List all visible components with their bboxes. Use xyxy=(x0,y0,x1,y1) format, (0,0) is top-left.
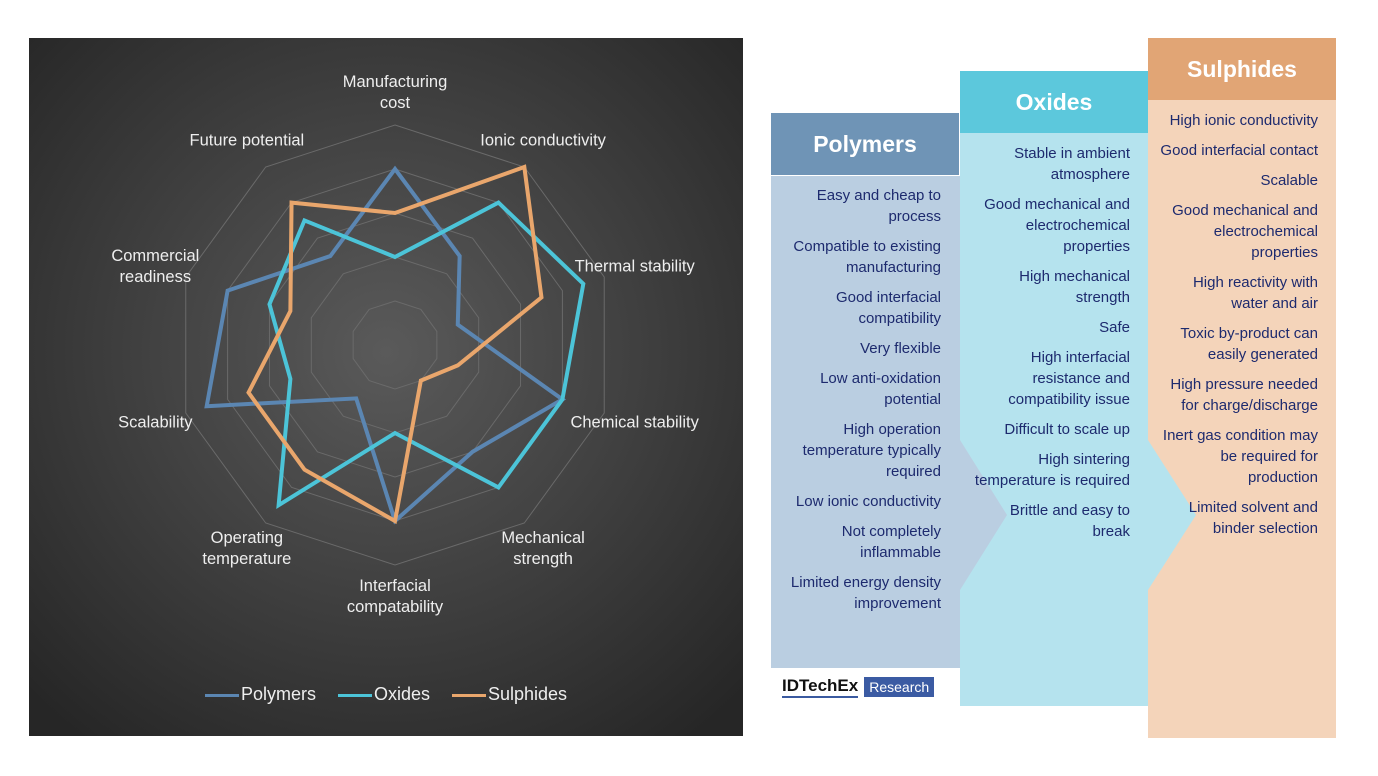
series-line xyxy=(246,164,544,525)
legend-swatch xyxy=(451,693,486,697)
column-item: Limited energy density improvement xyxy=(790,574,941,612)
column-item: High sintering temperature is required xyxy=(974,451,1130,489)
item-list: Stable in ambient atmosphere Good mechani… xyxy=(960,133,1148,542)
column: Sulphides High ionic conductivity Good in… xyxy=(1148,38,1336,548)
item-list: Easy and cheap to process Compatible to e… xyxy=(771,175,959,614)
column-item: Limited solvent and binder selection xyxy=(1188,499,1318,537)
grid-ring xyxy=(185,124,605,566)
column-item: High pressure needed for charge/discharg… xyxy=(1170,376,1318,414)
grid-ring xyxy=(268,212,522,478)
column-item: Scalable xyxy=(1260,172,1318,189)
axis-label: Scalability xyxy=(118,413,193,432)
column-body xyxy=(960,133,1196,706)
column-item: Easy and cheap to process xyxy=(816,187,941,225)
axis-label: Operating temperature xyxy=(202,528,292,568)
axis-label: Chemical stability xyxy=(570,413,699,432)
column-item: Compatible to existing manufacturing xyxy=(793,238,941,276)
logo: IDTechEx Research xyxy=(782,676,935,698)
column-title: Sulphides xyxy=(1148,38,1336,100)
legend-label: Polymers xyxy=(240,684,316,704)
column-item: High interfacial resistance and compatib… xyxy=(1008,349,1130,408)
legend: Polymers Oxides Sulphides xyxy=(29,684,743,705)
logo-brand: IDTechEx xyxy=(782,676,859,698)
axis-label: Manufacturing cost xyxy=(342,73,448,112)
column-item: Toxic by-product can easily generated xyxy=(1180,325,1318,363)
legend-label: Oxides xyxy=(373,684,430,704)
column-item: Not completely inflammable xyxy=(841,523,941,561)
column-item: Good mechanical and electrochemical prop… xyxy=(1172,202,1318,261)
axis-label: Commercial readiness xyxy=(111,247,200,287)
column-item: Low anti-oxidation potential xyxy=(820,370,941,408)
logo-tag: Research xyxy=(864,677,935,697)
column-item: Difficult to scale up xyxy=(1004,421,1130,438)
axis-label: Ionic conductivity xyxy=(480,131,606,150)
column-title: Oxides xyxy=(960,71,1148,133)
column-item: Inert gas condition may be required for … xyxy=(1162,427,1318,486)
legend-item: Sulphides xyxy=(451,684,568,705)
column-item: Stable in ambient atmosphere xyxy=(1014,145,1130,183)
axis-label: Mechanical strength xyxy=(501,528,585,568)
legend-swatch xyxy=(204,693,239,697)
legend-item: Oxides xyxy=(337,684,430,705)
column-item: Safe xyxy=(1099,319,1130,336)
column-item: Brittle and easy to break xyxy=(1009,502,1130,540)
column-item: Good mechanical and electrochemical prop… xyxy=(984,196,1130,255)
column-item: Low ionic conductivity xyxy=(795,493,941,510)
series-line xyxy=(267,200,586,510)
axis-label: Future potential xyxy=(189,131,305,150)
column: Polymers Easy and cheap to process Compat… xyxy=(771,113,959,623)
column-body xyxy=(771,176,1007,668)
item-list: High ionic conductivity Good interfacial … xyxy=(1148,100,1336,539)
column-item: Very flexible xyxy=(860,340,941,357)
legend-label: Sulphides xyxy=(487,684,568,704)
legend-item: Polymers xyxy=(204,684,316,705)
column-item: High reactivity with water and air xyxy=(1192,274,1318,312)
column-body xyxy=(1148,99,1336,738)
axis-label: Thermal stability xyxy=(574,257,695,276)
column-title: Polymers xyxy=(771,113,959,175)
column-item: Good interfacial compatibility xyxy=(835,289,941,327)
axis-label: Interfacial compatability xyxy=(346,577,444,616)
column-item: High mechanical strength xyxy=(1019,268,1130,306)
column-item: Good interfacial contact xyxy=(1160,142,1318,159)
column-item: High ionic conductivity xyxy=(1169,112,1318,129)
column-item: High operation temperature typically req… xyxy=(802,421,941,480)
grid-ring xyxy=(352,300,438,390)
legend-swatch xyxy=(337,693,372,697)
column: Oxides Stable in ambient atmosphere Good … xyxy=(960,71,1148,551)
chart-background xyxy=(29,38,743,736)
